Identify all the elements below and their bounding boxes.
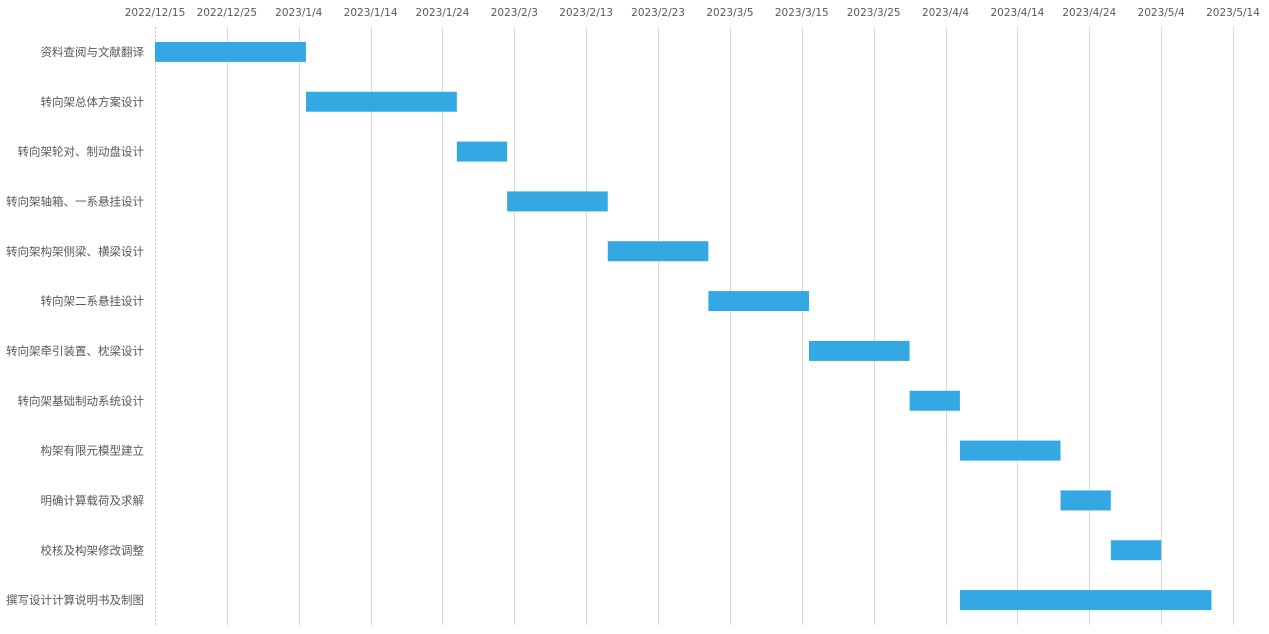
task-bar	[959, 440, 1061, 461]
task-label: 构架有限元模型建立	[41, 444, 145, 458]
task-label: 撰写设计计算说明书及制图	[6, 593, 144, 607]
task-label: 资料查阅与文献翻译	[41, 45, 145, 59]
x-tick-label: 2023/4/14	[990, 7, 1044, 19]
x-tick-label: 2023/1/14	[344, 7, 398, 19]
x-tick-label: 2023/2/23	[631, 7, 685, 19]
task-bar	[808, 340, 910, 361]
x-tick-label: 2023/4/24	[1062, 7, 1116, 19]
task-bar	[305, 91, 457, 112]
task-bar	[1110, 540, 1162, 561]
task-bar	[607, 241, 709, 262]
task-label: 转向架牵引装置、枕梁设计	[6, 344, 144, 358]
task-label: 转向架二系悬挂设计	[41, 294, 145, 308]
task-bar	[456, 141, 508, 162]
task-label: 校核及构架修改调整	[41, 543, 145, 557]
gridlines	[155, 27, 1234, 625]
x-tick-label: 2023/5/14	[1206, 7, 1260, 19]
task-bars	[155, 41, 1212, 611]
x-tick-label: 2023/3/15	[775, 7, 829, 19]
task-label: 明确计算载荷及求解	[41, 493, 145, 507]
task-bar	[959, 590, 1212, 611]
task-labels: 资料查阅与文献翻译转向架总体方案设计转向架轮对、制动盘设计转向架轴箱、一系悬挂设…	[6, 45, 144, 607]
x-tick-label: 2022/12/25	[197, 7, 258, 19]
x-tick-label: 2023/3/5	[706, 7, 753, 19]
task-label: 转向架轴箱、一系悬挂设计	[6, 194, 144, 208]
task-label: 转向架基础制动系统设计	[18, 394, 145, 408]
task-bar	[507, 191, 608, 212]
x-tick-label: 2023/2/13	[559, 7, 613, 19]
task-label: 转向架总体方案设计	[41, 95, 145, 109]
task-bar	[155, 41, 306, 62]
x-tick-label: 2023/5/4	[1138, 7, 1185, 19]
x-tick-label: 2023/2/3	[491, 7, 538, 19]
task-bar	[1060, 490, 1111, 511]
x-axis-ticks: 2022/12/15 2022/12/25 2023/1/4 2023/1/14 202…	[125, 7, 1261, 19]
x-tick-label: 2022/12/15	[125, 7, 186, 19]
task-label: 转向架轮对、制动盘设计	[18, 145, 145, 159]
x-tick-label: 2023/3/25	[847, 7, 901, 19]
task-bar	[909, 390, 960, 411]
x-tick-label: 2023/4/4	[922, 7, 969, 19]
task-label: 转向架构架侧梁、横梁设计	[6, 244, 144, 258]
task-bar	[708, 291, 809, 312]
x-tick-label: 2023/1/24	[416, 7, 470, 19]
x-tick-label: 2023/1/4	[275, 7, 322, 19]
